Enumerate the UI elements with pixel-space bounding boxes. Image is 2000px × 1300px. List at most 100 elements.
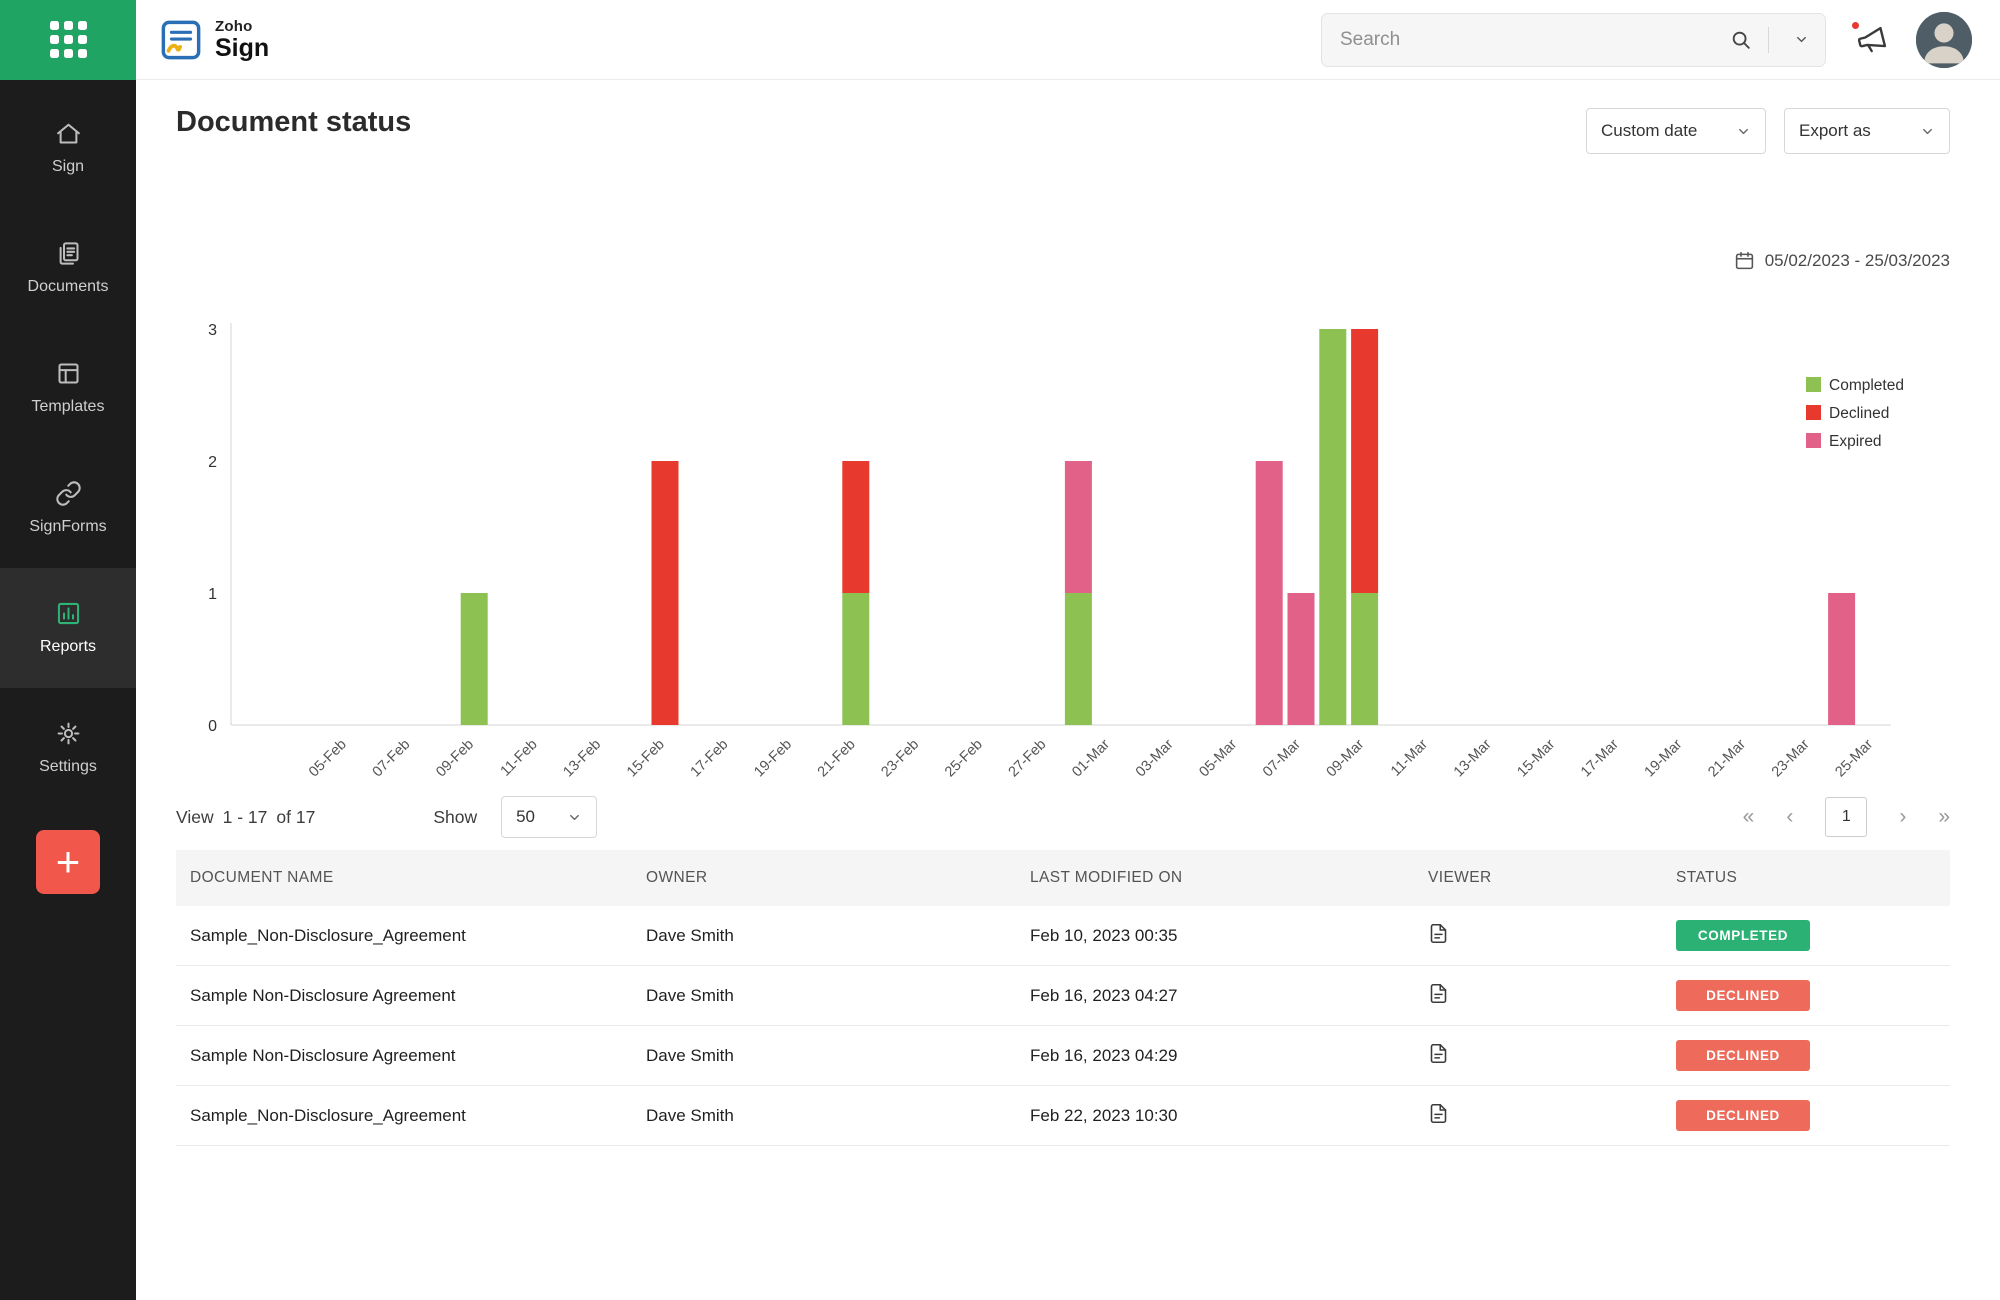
bar-segment-declined[interactable] <box>651 461 679 725</box>
signforms-icon <box>55 480 82 507</box>
sidebar-item-label: Sign <box>51 158 85 175</box>
x-tick-label: 17-Mar <box>1578 736 1622 780</box>
document-name[interactable]: Sample Non-Disclosure Agreement <box>190 1045 456 1065</box>
show-count-select[interactable]: 50 <box>501 796 598 838</box>
sidebar-item-sign[interactable]: Sign <box>0 88 136 208</box>
x-tick-label: 11-Mar <box>1388 736 1431 779</box>
table-row[interactable]: Sample Non-Disclosure Agreement Dave Smit… <box>176 1026 1950 1086</box>
viewer-document-icon[interactable] <box>1428 1043 1449 1064</box>
y-tick-label: 2 <box>208 454 217 471</box>
show-label: Show <box>433 806 478 827</box>
sidebar: Sign Documents Templates SignForms Reports Se… <box>0 80 136 1300</box>
sidebar-item-templates[interactable]: Templates <box>0 328 136 448</box>
x-tick-label: 07-Feb <box>370 737 414 781</box>
viewer-document-icon[interactable] <box>1428 1103 1449 1124</box>
status-badge-declined: DECLINED <box>1676 1100 1810 1131</box>
bar-segment-expired[interactable] <box>1064 461 1092 593</box>
main-content: Document status Custom date Export as 05… <box>136 80 2000 1300</box>
x-tick-label: 09-Feb <box>433 737 477 781</box>
last-modified: Feb 22, 2023 10:30 <box>1030 1105 1178 1125</box>
bar-segment-completed[interactable] <box>1319 329 1347 725</box>
table-body: Sample_Non-Disclosure_Agreement Dave Smit… <box>176 906 1950 1146</box>
zoho-sign-logo[interactable]: Zoho Sign <box>158 17 269 63</box>
x-tick-label: 15-Mar <box>1514 736 1558 780</box>
search-icon[interactable] <box>1730 29 1752 51</box>
settings-icon <box>55 720 82 747</box>
table-header-row: DOCUMENT NAME OWNER LAST MODIFIED ON VIEWER… <box>176 850 1950 906</box>
view-of-label: of 17 <box>276 806 316 827</box>
x-tick-label: 23-Mar <box>1769 736 1813 780</box>
user-avatar[interactable] <box>1916 11 1972 68</box>
x-tick-label: 19-Feb <box>751 737 795 781</box>
x-tick-label: 05-Feb <box>306 737 350 781</box>
y-tick-label: 3 <box>208 322 217 339</box>
date-range-picker[interactable]: 05/02/2023 - 25/03/2023 <box>1734 250 1950 271</box>
sidebar-item-settings[interactable]: Settings <box>0 688 136 808</box>
chevron-down-icon <box>1923 128 1932 134</box>
first-page-button[interactable]: « <box>1742 805 1755 828</box>
search-options-chevron-icon[interactable] <box>1794 32 1809 47</box>
x-tick-label: 13-Mar <box>1451 736 1495 780</box>
table-row[interactable]: Sample_Non-Disclosure_Agreement Dave Smit… <box>176 1086 1950 1146</box>
sidebar-item-documents[interactable]: Documents <box>0 208 136 328</box>
table-row[interactable]: Sample_Non-Disclosure_Agreement Dave Smit… <box>176 906 1950 966</box>
x-tick-label: 25-Mar <box>1832 736 1876 780</box>
bar-segment-expired[interactable] <box>1287 593 1315 725</box>
x-tick-label: 19-Mar <box>1642 736 1686 780</box>
calendar-icon <box>1735 251 1753 270</box>
owner-name: Dave Smith <box>646 1045 734 1065</box>
viewer-document-icon[interactable] <box>1428 923 1449 944</box>
document-name[interactable]: Sample_Non-Disclosure_Agreement <box>190 925 466 945</box>
topbar-right <box>1321 11 1972 68</box>
owner-name: Dave Smith <box>646 1105 734 1125</box>
sidebar-item-reports[interactable]: Reports <box>0 568 136 688</box>
app-grid-button[interactable] <box>0 0 136 80</box>
logo-zoho-label: Zoho <box>215 17 253 35</box>
status-badge-declined: DECLINED <box>1676 980 1810 1011</box>
legend-swatch-declined <box>1806 405 1821 420</box>
bar-segment-declined[interactable] <box>842 461 870 593</box>
bar-segment-expired[interactable] <box>1255 461 1283 725</box>
custom-date-label: Custom date <box>1601 121 1698 140</box>
x-tick-label: 21-Feb <box>815 737 859 781</box>
last-modified: Feb 10, 2023 00:35 <box>1030 925 1178 945</box>
x-tick-label: 15-Feb <box>624 737 668 781</box>
y-tick-label: 1 <box>208 586 217 603</box>
search-input[interactable] <box>1338 27 1730 52</box>
x-tick-label: 07-Mar <box>1260 736 1304 780</box>
table-row[interactable]: Sample Non-Disclosure Agreement Dave Smit… <box>176 966 1950 1026</box>
bar-segment-completed[interactable] <box>842 593 870 725</box>
column-header-viewer: VIEWER <box>1428 869 1492 886</box>
document-name[interactable]: Sample_Non-Disclosure_Agreement <box>190 1105 466 1125</box>
logo-text: Zoho Sign <box>215 19 269 61</box>
viewer-document-icon[interactable] <box>1428 983 1449 1004</box>
document-status-chart: 0 1 2 3 05-Feb 07-Feb 09-Feb 11-Feb 13-Feb 15-Feb… <box>208 322 1904 781</box>
prev-page-button[interactable]: ‹ <box>1786 805 1794 828</box>
bar-segment-completed[interactable] <box>1351 593 1379 725</box>
add-new-button[interactable]: + <box>36 830 100 894</box>
view-label: View <box>176 806 214 827</box>
document-name[interactable]: Sample Non-Disclosure Agreement <box>190 985 456 1005</box>
bar-segment-expired[interactable] <box>1828 593 1856 725</box>
view-range[interactable]: 1 - 17 <box>222 806 268 827</box>
announcements-button[interactable] <box>1850 19 1888 57</box>
user-silhouette-icon <box>1916 11 1972 68</box>
bar-segment-declined[interactable] <box>1351 329 1379 593</box>
column-header-document-name: DOCUMENT NAME <box>190 869 334 886</box>
zoho-sign-logo-icon <box>161 20 201 59</box>
last-modified: Feb 16, 2023 04:29 <box>1030 1045 1178 1065</box>
next-page-button[interactable]: › <box>1899 805 1907 828</box>
bar-segment-completed[interactable] <box>460 593 488 725</box>
bar-segment-completed[interactable] <box>1064 593 1092 725</box>
custom-date-select[interactable]: Custom date <box>1586 108 1766 154</box>
last-modified: Feb 16, 2023 04:27 <box>1030 985 1178 1005</box>
header-controls: Custom date Export as <box>1586 108 1950 154</box>
x-tick-label: 17-Feb <box>688 737 732 781</box>
sidebar-item-signforms[interactable]: SignForms <box>0 448 136 568</box>
templates-icon <box>55 360 82 387</box>
search-divider <box>1768 26 1769 53</box>
export-as-select[interactable]: Export as <box>1784 108 1950 154</box>
current-page-input[interactable]: 1 <box>1825 797 1868 837</box>
search-bar[interactable] <box>1321 12 1826 67</box>
last-page-button[interactable]: » <box>1938 805 1950 828</box>
